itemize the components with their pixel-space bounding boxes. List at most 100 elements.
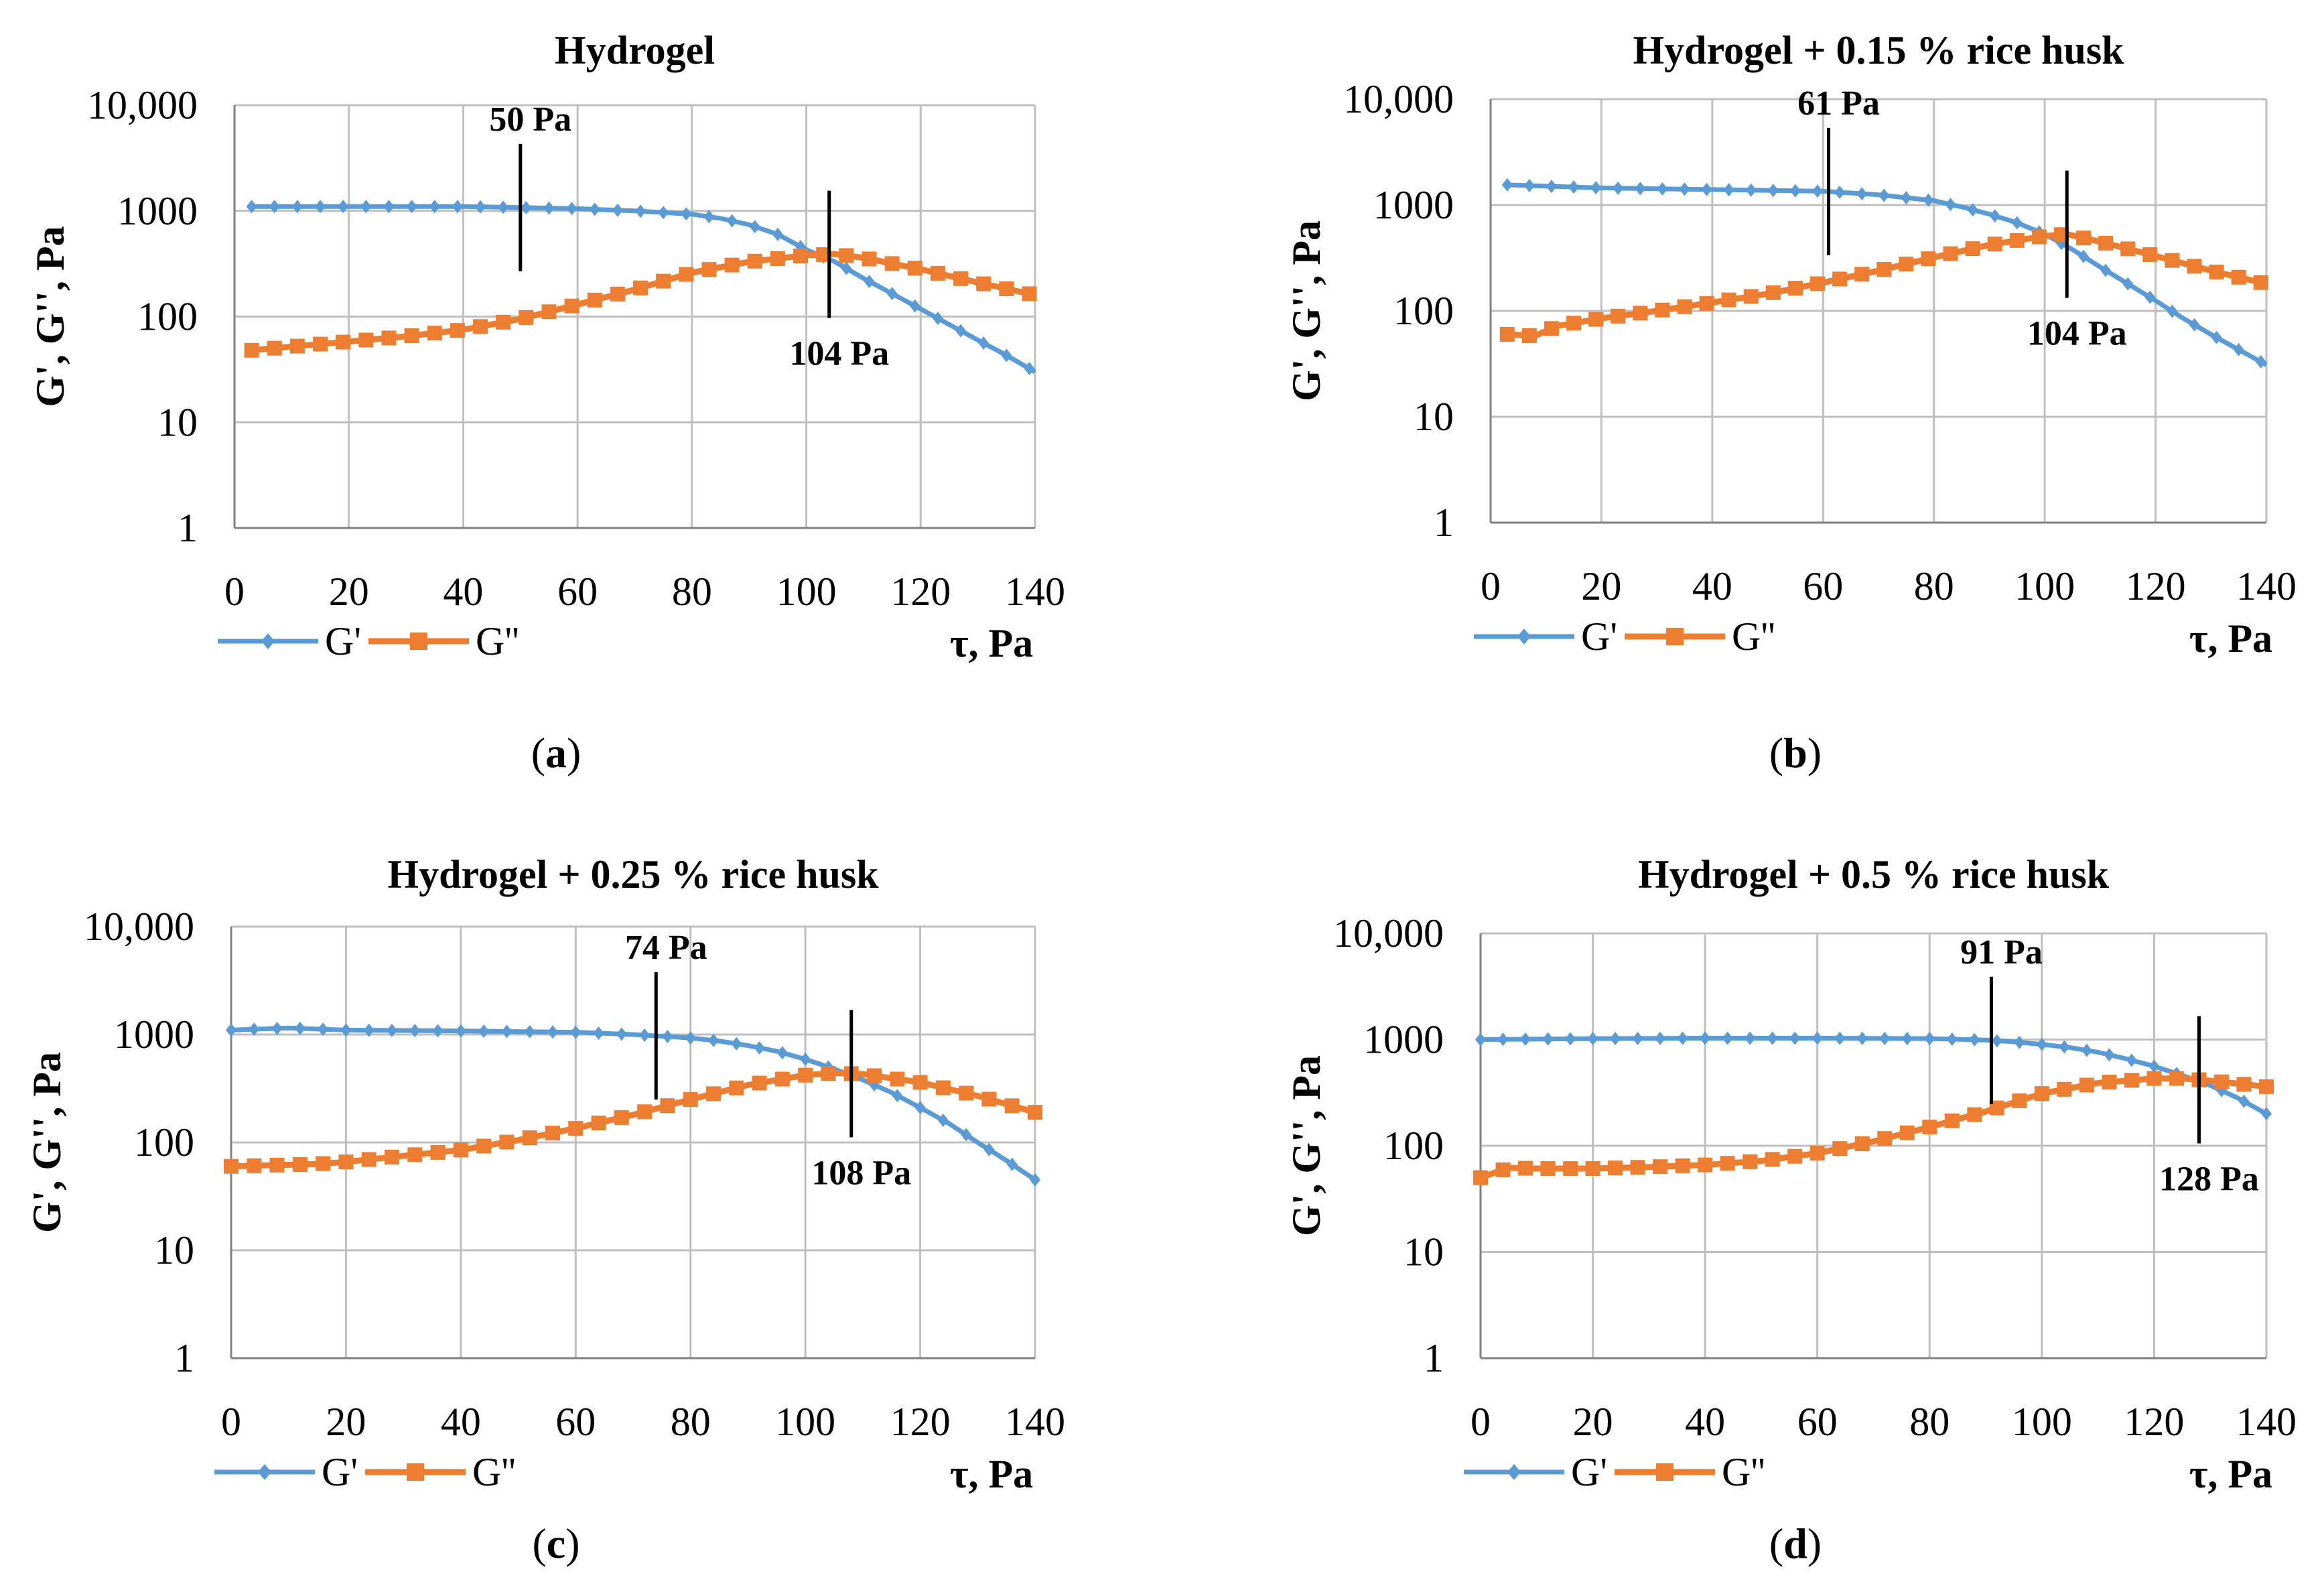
y-tick-label: 10 <box>157 400 198 444</box>
data-point <box>1566 316 1582 331</box>
y-axis-label: G', G'', Pa <box>1284 220 1328 401</box>
legend-label-g-prime: G' <box>1571 1450 1607 1494</box>
data-point <box>224 1158 238 1174</box>
x-tick-label: 40 <box>1692 564 1732 608</box>
data-point <box>476 1138 492 1154</box>
data-point <box>1635 182 1646 196</box>
data-point <box>681 207 692 221</box>
data-point <box>892 1089 903 1103</box>
data-point <box>1022 286 1037 302</box>
data-point <box>1610 1032 1621 1046</box>
data-point <box>909 299 920 313</box>
data-point <box>660 1098 675 1114</box>
data-point <box>2098 235 2114 251</box>
series-line <box>251 204 1036 375</box>
data-point <box>1969 1033 1980 1047</box>
data-point <box>2231 269 2246 285</box>
data-point <box>935 1080 951 1095</box>
caption-close-paren: ) <box>1807 1520 1822 1567</box>
data-point <box>2261 1107 2272 1121</box>
data-point <box>1745 1031 1756 1045</box>
data-point <box>2012 1093 2027 1108</box>
data-point <box>2169 1071 2184 1086</box>
x-tick-label: 40 <box>1685 1400 1725 1444</box>
data-point <box>1810 276 1826 291</box>
data-point <box>864 274 875 288</box>
x-tick-label: 40 <box>443 570 483 614</box>
data-point <box>291 200 303 214</box>
data-point <box>1030 1173 1040 1187</box>
y-tick-label: 1000 <box>1363 1018 1444 1062</box>
data-point <box>383 200 395 214</box>
data-point <box>930 265 945 281</box>
data-point <box>1001 348 1012 362</box>
data-point <box>1946 1032 1958 1046</box>
data-point <box>589 202 600 216</box>
y-tick-label: 1000 <box>117 189 198 233</box>
data-point <box>385 1149 399 1165</box>
data-point <box>1967 1107 1982 1122</box>
data-point <box>1546 180 1557 194</box>
y-axis-label: G', G'', Pa <box>1284 1055 1328 1236</box>
data-point <box>249 1022 260 1037</box>
data-point <box>1856 1031 1868 1045</box>
y-tick-label: 10,000 <box>87 83 198 127</box>
series-g-double-prime <box>224 1066 1042 1174</box>
data-point <box>1742 1154 1758 1169</box>
data-point <box>724 257 740 273</box>
data-point <box>976 276 992 291</box>
data-point <box>1699 295 1714 311</box>
data-point <box>937 1113 949 1127</box>
data-point <box>1743 289 1759 304</box>
data-point <box>453 1142 468 1158</box>
data-point <box>774 1071 790 1087</box>
data-point <box>2165 253 2180 268</box>
legend: G' G'' <box>1474 614 1775 659</box>
data-point <box>2167 304 2178 318</box>
chart-title: Hydrogel + 0.5 % rice husk <box>1638 852 2110 896</box>
data-point <box>1965 241 1980 257</box>
data-point <box>361 1152 377 1167</box>
data-point <box>1585 1161 1600 1177</box>
chart-panel-b: Hydrogel + 0.15 % rice husk 0 20 40 60 80 100 1… <box>1284 28 2297 777</box>
caption-open-paren: ( <box>1769 729 1783 777</box>
data-point <box>1613 181 1624 195</box>
data-point <box>2142 247 2158 262</box>
x-tick-label: 100 <box>776 570 837 614</box>
legend-marker-g-prime <box>258 1464 271 1480</box>
data-point <box>564 298 579 314</box>
legend-label-g-double-prime: G'' <box>476 619 519 663</box>
legend-marker-g-prime <box>1507 1464 1521 1480</box>
caption-close-paren: ) <box>567 729 581 777</box>
data-point <box>959 1085 974 1101</box>
data-point <box>2253 275 2268 290</box>
data-point <box>616 1027 627 1041</box>
data-point <box>2213 1074 2229 1089</box>
data-point <box>1028 1105 1042 1120</box>
y-tick-label: 1 <box>1434 501 1454 545</box>
data-point <box>1677 299 1692 314</box>
legend: G' G'' <box>1464 1450 1765 1494</box>
data-point <box>452 200 463 214</box>
data-point <box>1834 185 1846 199</box>
data-point <box>1542 1032 1554 1046</box>
data-point <box>731 1037 742 1051</box>
data-point <box>701 262 717 277</box>
data-point <box>407 1147 423 1163</box>
x-axis-label: τ, Pa <box>950 1452 1033 1496</box>
data-point <box>271 1021 283 1035</box>
data-point <box>633 280 648 295</box>
data-point <box>886 287 898 301</box>
data-point <box>1521 328 1537 343</box>
data-point <box>336 334 351 350</box>
data-point <box>430 1144 446 1160</box>
data-point <box>1568 180 1580 194</box>
data-point <box>2236 1077 2252 1092</box>
data-point <box>1475 1033 1486 1047</box>
data-point <box>294 1021 305 1035</box>
legend-marker-g-double-prime <box>410 633 427 650</box>
y-tick-label: 1 <box>1424 1336 1444 1380</box>
x-tick-label: 60 <box>1797 1400 1838 1444</box>
data-point <box>1679 182 1690 196</box>
annotation-label: 104 Pa <box>789 335 889 373</box>
